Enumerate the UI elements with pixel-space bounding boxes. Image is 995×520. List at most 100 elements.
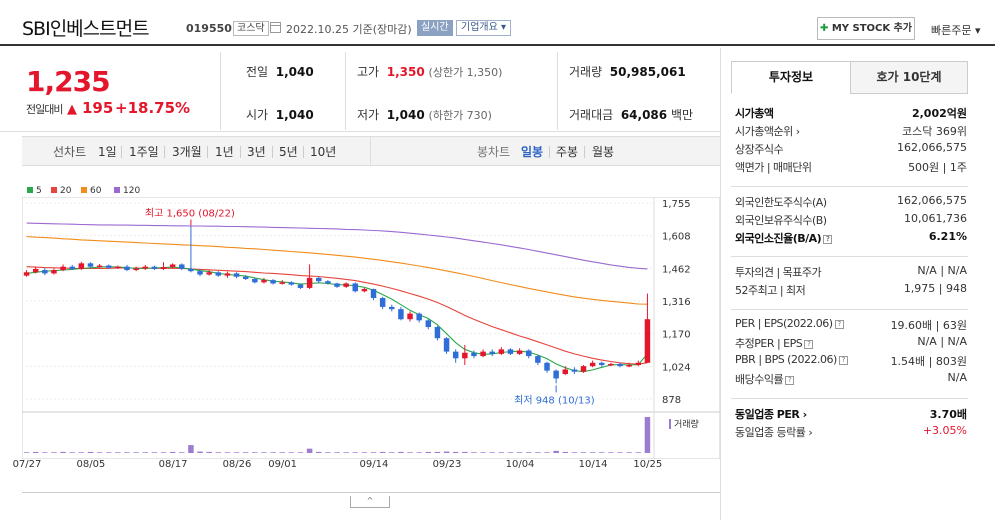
- candle-body: [242, 276, 249, 279]
- chart-bottom-rule: [22, 492, 720, 493]
- chart-frame: [21, 196, 721, 460]
- candle-body: [443, 338, 450, 352]
- candle-body: [644, 319, 651, 363]
- tab-orderbook[interactable]: 호가 10단계: [850, 61, 968, 94]
- candle-body: [489, 351, 495, 354]
- candle-body: [325, 281, 331, 284]
- candle-body: [197, 271, 203, 275]
- help-icon[interactable]: ?: [804, 340, 814, 349]
- volume-bar: [535, 452, 541, 453]
- volume-bar: [498, 452, 505, 453]
- period-1d[interactable]: 1일: [98, 145, 117, 159]
- tab-investment-info[interactable]: 투자정보: [731, 61, 851, 94]
- volume-bar: [188, 445, 194, 453]
- period-3m[interactable]: 3개월: [172, 145, 202, 159]
- x-tick-label: 10/14: [578, 459, 608, 470]
- x-tick-label: 08/26: [222, 459, 252, 470]
- volume-bar: [179, 452, 185, 453]
- candle-body: [425, 320, 432, 328]
- info-value: 10,061,736: [904, 212, 967, 225]
- candle-daily[interactable]: 일봉: [521, 145, 544, 159]
- info-value: 500원 | 1주: [908, 161, 967, 174]
- candle-body: [535, 356, 541, 363]
- help-icon[interactable]: ?: [785, 376, 795, 385]
- candle-body: [599, 362, 605, 366]
- info-row[interactable]: 시가총액순위 › 코스닥 369위: [735, 123, 967, 140]
- mystock-add-button[interactable]: ✚ MY STOCK 추가: [817, 17, 915, 40]
- volume-bar: [279, 452, 285, 453]
- y-tick-label: 1,462: [662, 264, 691, 275]
- period-10y[interactable]: 10년: [310, 145, 337, 159]
- info-row[interactable]: 동일업종 등락률 › +3.05%: [735, 424, 967, 441]
- candle-body: [124, 266, 130, 271]
- candle-body: [133, 268, 139, 271]
- change-value: 195: [82, 99, 114, 117]
- volume-bar: [270, 452, 276, 453]
- section-divider: [731, 186, 968, 187]
- volume-bar: [316, 451, 322, 453]
- info-label: 배당수익률?: [735, 371, 795, 387]
- candle-body: [297, 284, 304, 288]
- candle-body: [206, 272, 212, 275]
- period-3y[interactable]: 3년: [247, 145, 266, 159]
- separator: [303, 146, 304, 158]
- y-tick-label: 1,170: [662, 330, 691, 341]
- volume-bar: [206, 451, 212, 453]
- x-tick-label: 09/23: [432, 459, 462, 470]
- legend-ma5: 5: [27, 186, 42, 196]
- legend-ma20: 20: [51, 186, 71, 196]
- candle-body: [580, 366, 587, 372]
- info-label: 시가총액순위 ›: [735, 125, 800, 138]
- company-info-dropdown[interactable]: 기업개요 ▾: [456, 20, 512, 36]
- volume-bar: [553, 450, 559, 453]
- x-tick-label: 09/14: [359, 459, 389, 470]
- divider: [345, 52, 346, 130]
- volume-label: 거래량: [674, 418, 699, 430]
- quick-order-dropdown[interactable]: 빠른주문 ▾: [931, 22, 981, 38]
- info-row: 외국인보유주식수(B) 10,061,736: [735, 212, 967, 229]
- candle-body: [526, 350, 532, 357]
- info-row: 투자의견 | 목표주가 N/A | N/A: [735, 264, 967, 281]
- info-row: 추정PER | EPS? N/A | N/A: [735, 335, 967, 352]
- candle-body: [115, 266, 121, 269]
- candle-body: [562, 369, 568, 374]
- chevron-down-icon: ▾: [974, 24, 981, 37]
- volume-bar: [133, 452, 139, 453]
- candle-weekly[interactable]: 주봉: [556, 145, 579, 159]
- candle-body: [87, 263, 94, 267]
- x-tick-label: 08/05: [76, 459, 106, 470]
- period-1w[interactable]: 1주일: [129, 145, 159, 159]
- collapse-chevron-icon[interactable]: ^: [350, 496, 390, 508]
- divider: [557, 52, 558, 130]
- info-label: 외국인보유주식수(B): [735, 214, 827, 227]
- section-divider: [731, 309, 968, 310]
- info-row: 시가총액 2,002억원: [735, 105, 967, 122]
- reference-date: 2022.10.25 기준(장마감): [286, 23, 412, 36]
- volume-bar: [562, 451, 568, 453]
- info-label: PBR | BPS (2022.06)?: [735, 353, 848, 366]
- stat-low: 저가 1,040 (하한가 730): [357, 108, 492, 122]
- calendar-icon: [270, 22, 281, 33]
- period-1y[interactable]: 1년: [215, 145, 234, 159]
- info-row[interactable]: 동일업종 PER › 3.70배: [735, 406, 967, 423]
- help-icon[interactable]: ?: [834, 320, 844, 329]
- separator: [272, 146, 273, 158]
- help-icon[interactable]: ?: [823, 235, 833, 244]
- candlestick-chart[interactable]: 1,755 1,608 1,462 1,316 1,170 1,024 878 거래량 최고 1…: [21, 196, 721, 460]
- candle-body: [279, 282, 285, 284]
- x-tick-label: 08/17: [158, 459, 188, 470]
- period-5y[interactable]: 5년: [279, 145, 298, 159]
- candle-body: [571, 369, 578, 372]
- volume-bar: [252, 452, 258, 453]
- realtime-button[interactable]: 실시간: [417, 20, 453, 36]
- candle-body: [589, 362, 596, 367]
- volume-bar: [325, 452, 331, 453]
- info-value: 코스닥 369위: [902, 125, 967, 138]
- candle-monthly[interactable]: 월봉: [592, 145, 615, 159]
- info-label: 액면가 | 매매단위: [735, 161, 812, 174]
- volume-bar: [599, 452, 605, 453]
- volume-bar: [370, 452, 377, 453]
- help-icon[interactable]: ?: [838, 356, 848, 365]
- y-tick-label: 878: [662, 395, 681, 406]
- candle-body: [288, 282, 295, 285]
